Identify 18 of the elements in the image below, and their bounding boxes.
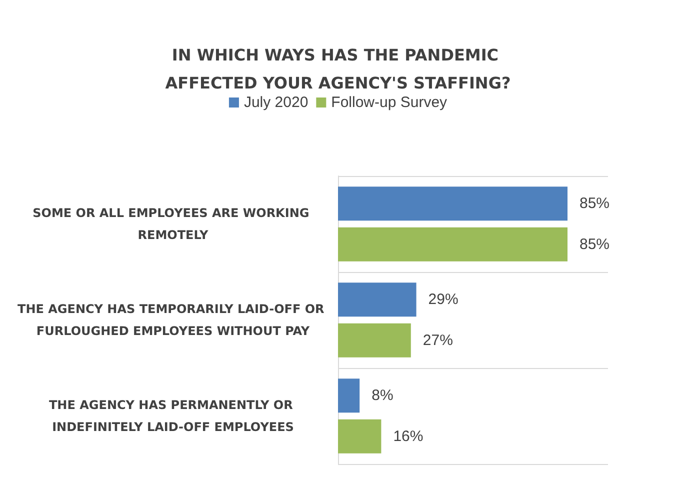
bar: [338, 186, 568, 221]
data-label: 85%: [580, 236, 610, 253]
bar: [338, 378, 360, 413]
chart-title: IN WHICH WAYS HAS THE PANDEMIC AFFECTED YOUR AGENCY'S STAFFING?: [165, 46, 511, 92]
bar: [338, 227, 568, 262]
y-tick-label: SOME OR ALL EMPLOYEES ARE WORKING REMOTELY: [32, 206, 314, 242]
y-tick-label: THE AGENCY HAS TEMPORARILY LAID-OFF OR FURLOUGHED EMPLOYEES WITHOUT PAY: [18, 302, 328, 338]
bar: [338, 323, 411, 358]
bar: [338, 282, 416, 317]
data-label: 85%: [580, 195, 610, 212]
bar: [338, 419, 382, 454]
legend-label: July 2020: [244, 94, 308, 111]
y-tick-label: THE AGENCY HAS PERMANENTLY OR INDEFINITELY LAID-OFF EMPLOYEES: [49, 398, 297, 434]
legend-label: Follow-up Survey: [331, 94, 448, 111]
data-label: 27%: [422, 332, 453, 349]
data-label: 29%: [428, 291, 458, 308]
data-label: 16%: [393, 428, 424, 445]
data-label: 8%: [372, 387, 394, 404]
